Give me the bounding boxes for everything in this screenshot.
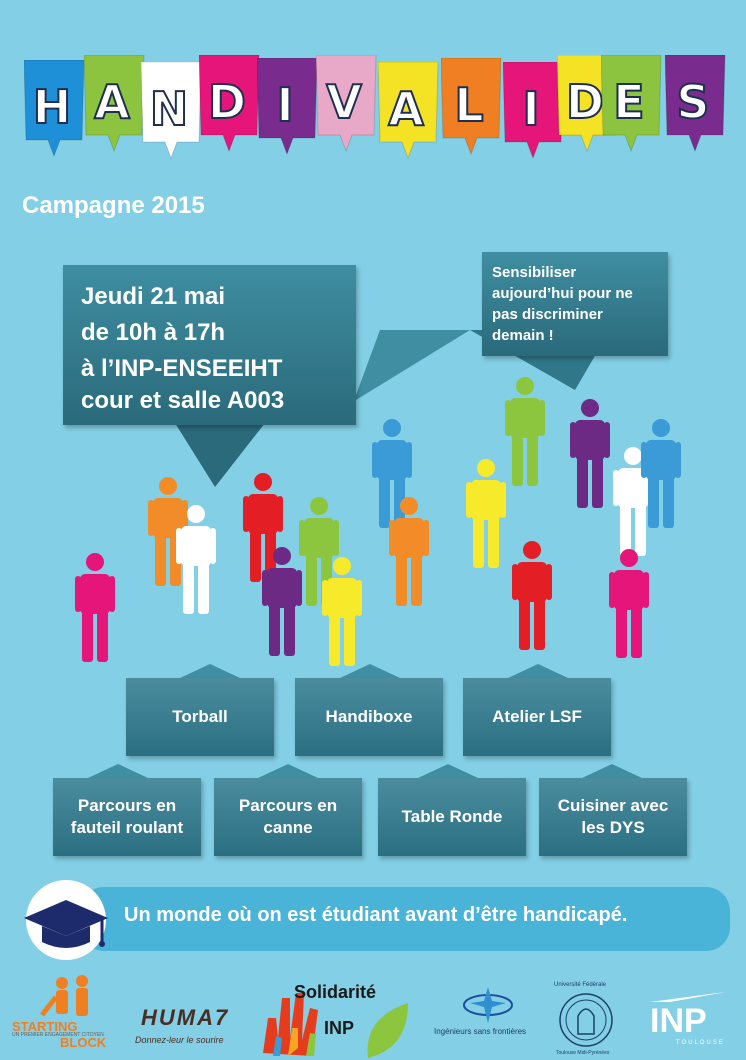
banner-flag-11: E (601, 55, 662, 153)
people-logo-icon (40, 975, 88, 1017)
person-figure-white (176, 505, 216, 614)
banner-letter: I (275, 77, 294, 133)
isf-logo: Ingénieurs sans frontières (430, 985, 540, 1045)
starting-block-logo: STARTING UN PREMIER ENGAGEMENT CITOYEN B… (10, 975, 120, 1055)
person-figure-blue (372, 419, 412, 528)
activity-torball: Torball (126, 678, 274, 756)
university-seal-icon (559, 993, 613, 1047)
event-info-box: Jeudi 21 mai de 10h à 17h à l’INP-ENSEEI… (63, 265, 356, 425)
person-figure-green (505, 377, 545, 486)
person-figure-blue (641, 419, 681, 528)
slogan-box: Sensibiliser aujourd’hui pour ne pas dis… (482, 252, 668, 356)
banner-flag-7: A (378, 62, 439, 160)
banner-letter: D (207, 74, 247, 130)
banner-flag-1: H (24, 60, 85, 158)
banner-letter: H (32, 79, 73, 135)
person-figure-pink (75, 553, 115, 662)
slogan-text: Sensibiliser aujourd’hui pour ne pas dis… (492, 264, 633, 344)
banner-letter: I (521, 81, 540, 137)
banner-letter: L (453, 77, 484, 133)
event-time: de 10h à 17h (81, 319, 226, 346)
banner-letter: D (565, 74, 605, 130)
banner-flag-3: N (141, 62, 202, 160)
campaign-title: Campagne 2015 (22, 192, 205, 219)
person-figure-yellow (466, 459, 506, 568)
activity-table-ronde: Table Ronde (378, 778, 526, 856)
event-date: Jeudi 21 mai (81, 283, 226, 310)
motto-text: Un monde où on est étudiant avant d’être… (124, 904, 628, 926)
event-place: à l’INP-ENSEEIHT (81, 355, 283, 382)
universite-federale-logo: Université Fédérale Toulouse Midi-Pyréné… (552, 982, 624, 1058)
inp-toulouse-logo: INP TOULOUSE (646, 990, 742, 1056)
activity-cuisiner-dys: Cuisiner avec les DYS (539, 778, 687, 856)
banner-letter: V (325, 74, 363, 130)
person-figure-purple (262, 547, 302, 656)
activity-handiboxe: Handiboxe (295, 678, 443, 756)
banner-letter: A (387, 81, 425, 137)
inp-swoosh-icon (650, 992, 726, 1002)
huma7-logo: HUMA7 Donnez-leur le sourire (135, 1005, 230, 1045)
activity-parcours-canne: Parcours en canne (214, 778, 362, 856)
banner-letter: S (675, 74, 710, 130)
banner-flag-8: L (441, 58, 502, 156)
motto-bar (80, 887, 730, 951)
person-figure-yellow (322, 557, 362, 666)
hands-logo-icon (263, 993, 408, 1058)
activity-atelier-lsf: Atelier LSF (463, 678, 611, 756)
person-figure-pink (609, 549, 649, 658)
banner-letter: E (612, 74, 645, 130)
banner-letter: A (93, 74, 131, 130)
person-figure-purple (570, 399, 610, 508)
banner-flag-6: V (316, 55, 377, 153)
isf-star-icon (463, 987, 513, 1023)
event-room: cour et salle A003 (81, 387, 285, 414)
banner-letter: N (149, 81, 190, 137)
banner-flag-12: S (665, 55, 726, 153)
activity-parcours-fauteuil: Parcours en fauteil roulant (53, 778, 201, 856)
graduation-cap-icon (24, 880, 108, 960)
person-figure-orange (389, 497, 429, 606)
banner-flag-9: I (503, 62, 564, 160)
banner-flag-2: A (84, 55, 145, 153)
solidarite-inp-logo: Solidarité INP (258, 978, 413, 1058)
person-figure-red (512, 541, 552, 650)
banner-flag-4: D (199, 55, 260, 153)
